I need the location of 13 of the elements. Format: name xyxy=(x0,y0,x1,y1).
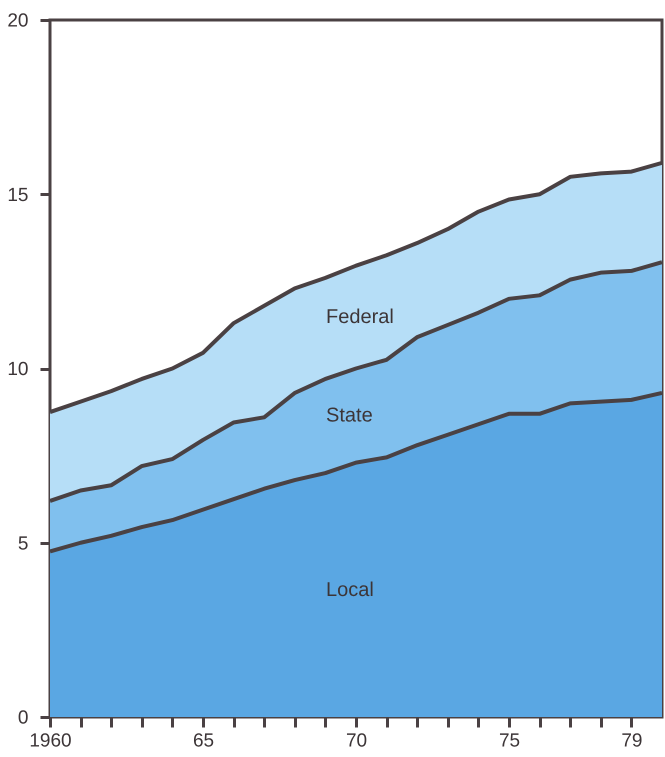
x-tick-label: 79 xyxy=(621,730,642,752)
x-tick-label: 65 xyxy=(192,730,214,752)
y-tick-label: 10 xyxy=(7,359,28,380)
series-label: Local xyxy=(326,578,374,601)
x-tick-label: 1960 xyxy=(29,730,72,752)
y-tick-label: 5 xyxy=(18,533,28,554)
y-tick-label: 15 xyxy=(7,184,28,206)
y-tick-label: 20 xyxy=(7,10,28,32)
series-label: Federal xyxy=(326,306,394,328)
x-tick-label: 70 xyxy=(346,730,368,752)
series-label: State xyxy=(326,404,373,427)
x-tick-label: 75 xyxy=(498,730,520,752)
y-tick-label: 0 xyxy=(18,708,28,728)
